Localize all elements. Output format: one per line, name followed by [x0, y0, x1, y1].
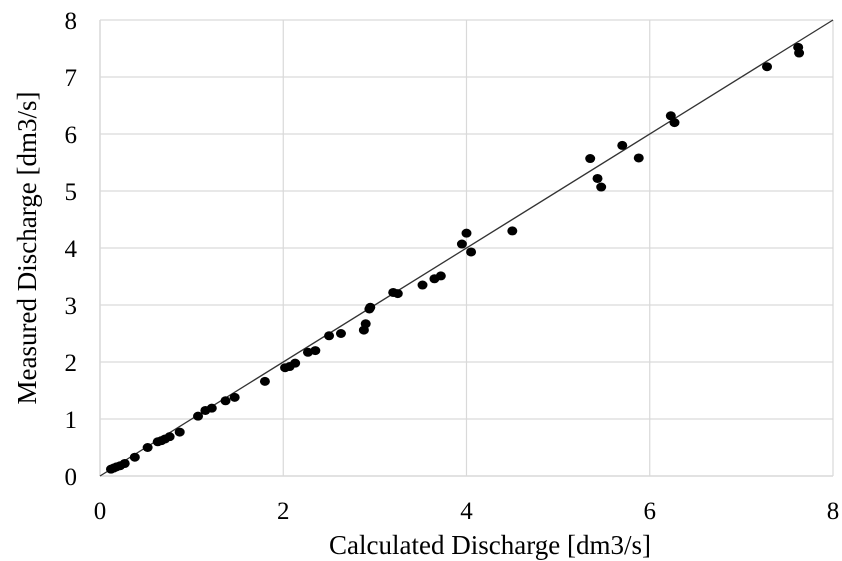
data-point [585, 154, 596, 164]
data-point [633, 153, 644, 163]
data-points [105, 42, 805, 474]
y-tick-label: 2 [65, 350, 78, 377]
y-tick-label: 3 [65, 293, 78, 320]
data-point [164, 432, 175, 442]
data-point [229, 392, 240, 402]
data-point [119, 458, 130, 468]
x-tick-label: 0 [94, 498, 107, 525]
data-point [142, 443, 153, 452]
data-point [360, 319, 371, 329]
y-tick-label: 1 [65, 407, 78, 434]
data-point [290, 358, 301, 368]
data-point [365, 302, 376, 312]
data-point [456, 239, 467, 249]
data-point [596, 182, 607, 192]
y-tick-label: 8 [65, 8, 78, 35]
data-point [129, 452, 140, 462]
x-tick-label: 6 [644, 498, 657, 525]
x-tick-label: 4 [460, 498, 473, 525]
x-tick-label: 8 [827, 498, 840, 525]
tick-labels: 0 2 4 6 8 0 1 2 3 4 5 6 7 8 [65, 8, 840, 525]
axes [99, 20, 833, 477]
data-point [206, 403, 217, 413]
y-axis-title: Measured Discharge [dm3/s] [12, 92, 42, 405]
data-point [259, 376, 270, 386]
data-point [310, 346, 321, 356]
data-point [174, 427, 185, 437]
y-tick-label: 5 [65, 179, 78, 206]
data-point [435, 271, 446, 281]
y-tick-label: 4 [65, 236, 78, 263]
y-tick-label: 0 [65, 464, 78, 491]
data-point [461, 228, 472, 238]
data-point [665, 111, 676, 121]
data-point [220, 396, 231, 406]
data-point [335, 329, 346, 338]
y-tick-label: 7 [65, 65, 78, 92]
x-tick-label: 2 [277, 498, 290, 525]
grid-lines [100, 19, 834, 476]
data-point [507, 226, 518, 236]
data-point [466, 247, 477, 257]
data-point [417, 280, 428, 290]
data-point [324, 331, 335, 341]
data-point [193, 411, 204, 421]
data-point [617, 140, 628, 150]
data-point [669, 118, 680, 128]
y-tick-label: 6 [65, 122, 78, 149]
data-point [592, 173, 603, 183]
data-point [794, 48, 805, 58]
data-point [392, 289, 403, 299]
data-point [762, 62, 773, 72]
x-axis-title: Calculated Discharge [dm3/s] [329, 530, 651, 560]
